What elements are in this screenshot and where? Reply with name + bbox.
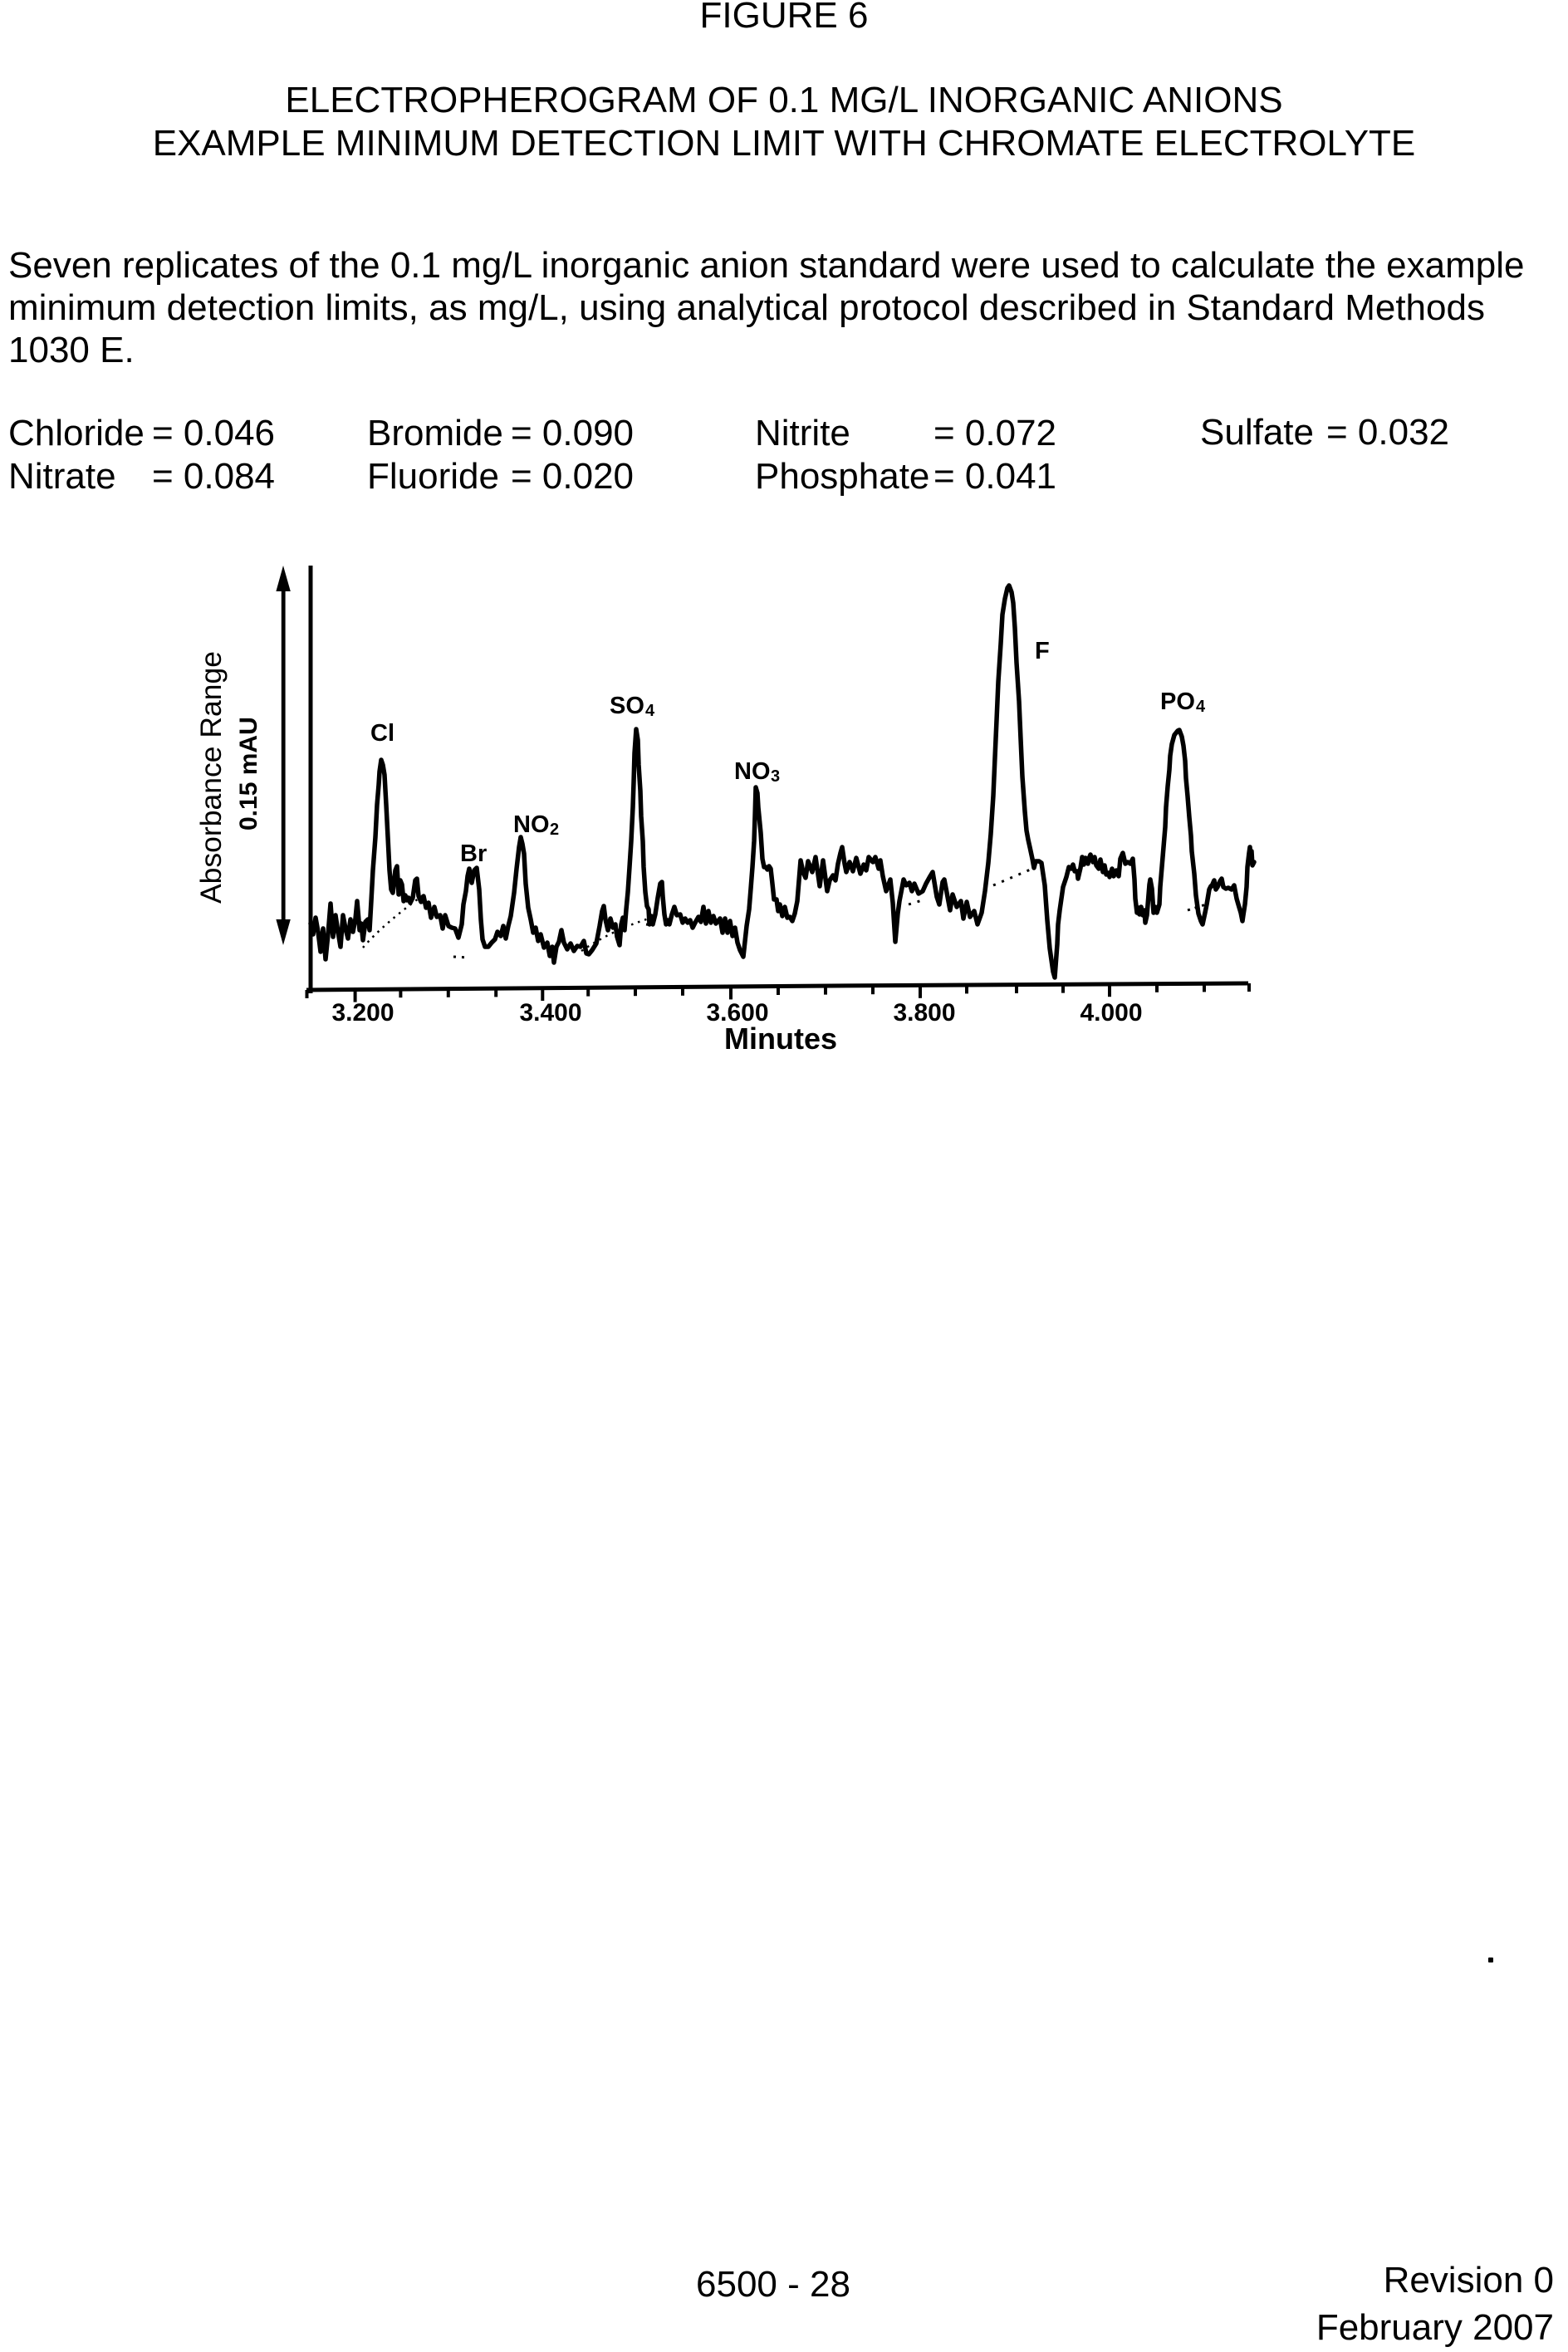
- svg-text:0.15 mAU: 0.15 mAU: [235, 717, 262, 831]
- svg-text:4: 4: [645, 702, 655, 720]
- svg-text:2: 2: [550, 821, 559, 839]
- svg-text:Absorbance Range: Absorbance Range: [194, 651, 228, 904]
- svg-text:F: F: [1035, 638, 1050, 664]
- svg-text:SO: SO: [610, 693, 644, 719]
- svg-text:Minutes: Minutes: [724, 1022, 837, 1056]
- svg-text:3.600: 3.600: [706, 999, 768, 1027]
- svg-text:3: 3: [771, 767, 780, 786]
- svg-text:3.400: 3.400: [519, 999, 581, 1027]
- svg-text:Br: Br: [460, 840, 487, 867]
- svg-text:3.200: 3.200: [331, 999, 394, 1027]
- svg-text:Cl: Cl: [370, 720, 394, 747]
- svg-text:PO: PO: [1160, 688, 1195, 715]
- svg-text:NO: NO: [513, 811, 550, 838]
- svg-text:NO: NO: [734, 758, 771, 785]
- svg-text:4: 4: [1196, 698, 1206, 716]
- svg-text:4.000: 4.000: [1080, 999, 1142, 1027]
- svg-text:3.800: 3.800: [893, 999, 955, 1027]
